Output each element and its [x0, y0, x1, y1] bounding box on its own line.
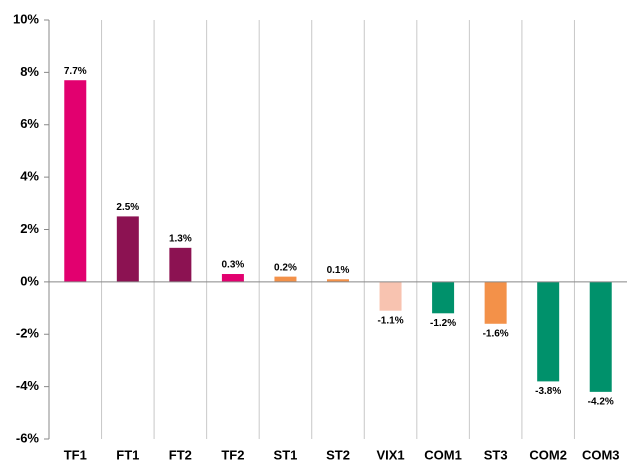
x-tick-label: VIX1 [376, 447, 404, 462]
bar [169, 247, 192, 282]
y-tick-label: 0% [20, 273, 39, 288]
value-label: -1.2% [430, 318, 456, 329]
bar [432, 281, 455, 314]
bar [379, 281, 402, 311]
x-tick-label: COM2 [529, 447, 567, 462]
value-label: -1.6% [483, 328, 509, 339]
value-label: -1.1% [377, 315, 403, 326]
x-tick-label: FT1 [116, 447, 139, 462]
x-tick-label: ST1 [274, 447, 298, 462]
value-label: 0.3% [222, 260, 245, 271]
y-tick-label: 10% [13, 11, 39, 26]
y-tick-label: -6% [16, 430, 40, 445]
x-tick-label: COM1 [424, 447, 462, 462]
y-tick-label: 2% [20, 221, 39, 236]
x-tick-label: FT2 [169, 447, 192, 462]
bar [116, 216, 139, 282]
y-tick-label: -2% [16, 326, 40, 341]
value-label: 0.1% [327, 265, 350, 276]
bar [64, 80, 87, 282]
y-tick-label: -4% [16, 378, 40, 393]
value-label: 0.2% [274, 262, 297, 273]
value-label: 1.3% [169, 233, 192, 244]
bar [221, 274, 244, 282]
value-label: 7.7% [64, 66, 87, 77]
bar [327, 279, 349, 282]
bar [589, 281, 612, 392]
x-tick-label: COM3 [582, 447, 620, 462]
y-tick-label: 6% [20, 116, 39, 131]
y-tick-label: 4% [20, 169, 39, 184]
x-tick-label: ST2 [326, 447, 350, 462]
bar [537, 281, 560, 382]
bar [274, 276, 297, 282]
bar [484, 281, 507, 324]
value-label: 2.5% [116, 202, 139, 213]
value-label: -3.8% [535, 386, 561, 397]
x-tick-label: ST3 [484, 447, 508, 462]
x-tick-label: TF1 [64, 447, 87, 462]
value-label: -4.2% [588, 397, 614, 408]
x-tick-label: TF2 [221, 447, 244, 462]
y-tick-label: 8% [20, 64, 39, 79]
